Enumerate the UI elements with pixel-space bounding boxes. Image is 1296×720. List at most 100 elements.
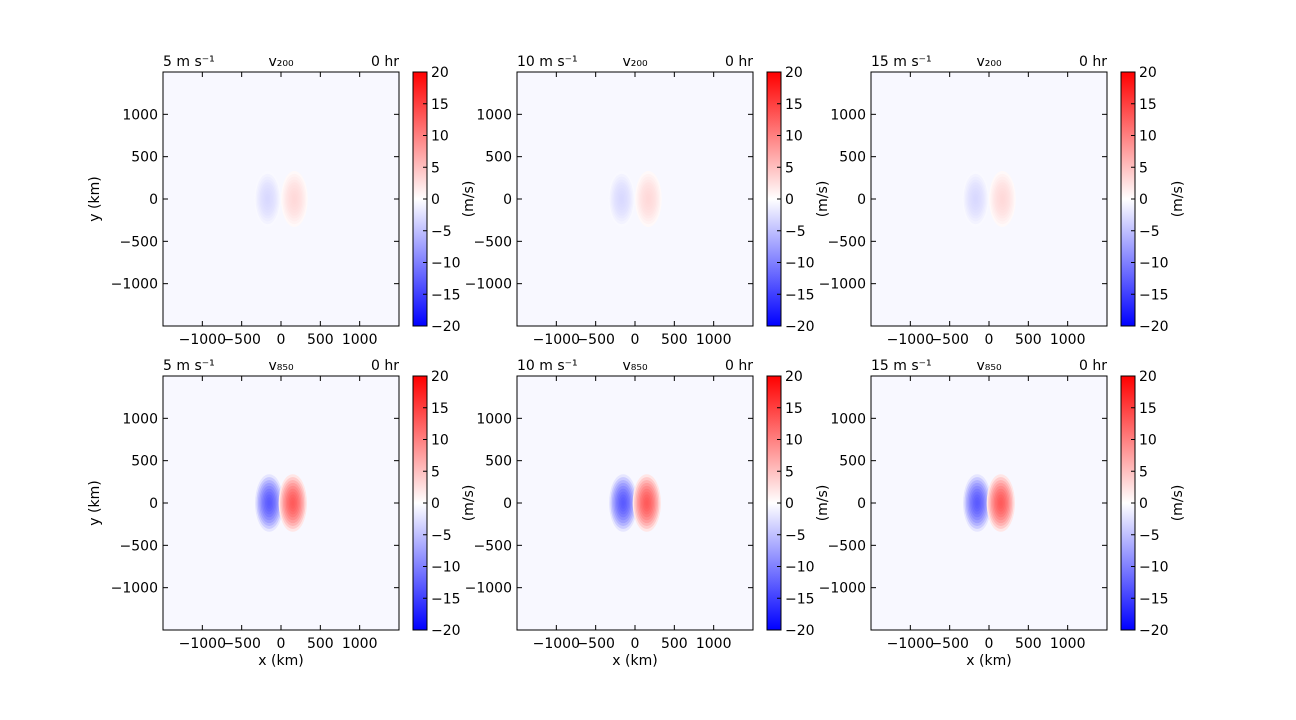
y-tick-label: −500 (474, 538, 512, 554)
contour-level (267, 500, 271, 506)
colorbar-tick-label: −20 (785, 319, 815, 335)
x-tick-label: −500 (930, 332, 968, 348)
y-tick-label: −1000 (465, 581, 512, 597)
panel-title-right: 0 hr (1079, 54, 1107, 70)
panel-title-right: 0 hr (725, 358, 753, 374)
positive-lobe (278, 474, 307, 532)
x-tick-label: 1000 (696, 332, 732, 348)
y-tick-label: 1000 (122, 107, 158, 123)
contour-level (975, 500, 979, 506)
x-tick-label: 1000 (342, 636, 378, 652)
positive-lobe (281, 171, 308, 227)
colorbar: −20 −15 −10 −5 0 5 10 15 20 (766, 65, 815, 335)
colorbar: −20 −15 −10 −5 0 5 10 15 20 (766, 369, 815, 639)
colorbar-tick-label: 15 (785, 401, 803, 417)
y-tick-label: −1000 (819, 581, 866, 597)
y-tick-label: 1000 (476, 107, 512, 123)
x-tick-label: 1000 (696, 636, 732, 652)
panel-title-center: v₈₅₀ (622, 358, 648, 374)
colorbar-tick-label: −10 (785, 560, 815, 576)
contour-level (999, 500, 1003, 506)
x-tick-label: −1000 (887, 332, 934, 348)
colorbar-tick-label: 15 (1139, 401, 1157, 417)
x-tick-label: 0 (985, 636, 994, 652)
colorbar-tick-label: 20 (431, 369, 449, 385)
panel-title-right: 0 hr (1079, 358, 1107, 374)
colorbar-tick-label: 10 (1139, 129, 1157, 145)
colorbar-label: (m/s) (461, 485, 477, 522)
dipole-field (608, 171, 662, 227)
colorbar-tick-label: 20 (785, 369, 803, 385)
x-tick-label: 0 (631, 332, 640, 348)
dipole-field (962, 171, 1016, 227)
dipole-field (254, 171, 308, 227)
colorbar-tick-label: −15 (431, 287, 461, 303)
x-tick-label: 500 (307, 636, 334, 652)
contour-level (620, 196, 623, 202)
colorbar-tick-label: 0 (431, 496, 440, 512)
plot-background (871, 72, 1107, 326)
colorbar-tick-label: −15 (785, 591, 815, 607)
colorbar-tick-label: 5 (785, 464, 794, 480)
y-tick-label: 1000 (830, 107, 866, 123)
x-axis-label: x (km) (966, 653, 1011, 669)
y-tick-label: −500 (828, 234, 866, 250)
x-tick-label: −500 (576, 332, 614, 348)
colorbar-tick-label: 0 (1139, 192, 1148, 208)
negative-lobe (963, 474, 992, 532)
colorbar-tick-label: 10 (431, 129, 449, 145)
colorbar-tick-label: −5 (785, 224, 806, 240)
y-tick-label: 500 (131, 454, 158, 470)
x-tick-label: −1000 (533, 332, 580, 348)
panel-title-left: 10 m s⁻¹ (517, 54, 578, 70)
x-tick-label: −1000 (533, 636, 580, 652)
panel-title-left: 10 m s⁻¹ (517, 358, 578, 374)
colorbar-tick-label: −20 (785, 623, 815, 639)
panel-title-left: 15 m s⁻¹ (871, 358, 932, 374)
colorbar-tick-label: −5 (431, 528, 452, 544)
panel-title-left: 5 m s⁻¹ (163, 358, 215, 374)
x-tick-label: 500 (307, 332, 334, 348)
colorbar: −20 −15 −10 −5 0 5 10 15 20 (412, 369, 461, 639)
x-axis-label: x (km) (258, 653, 303, 669)
panel-title-right: 0 hr (371, 358, 399, 374)
positive-lobe (632, 474, 661, 532)
panel-title-left: 15 m s⁻¹ (871, 54, 932, 70)
negative-lobe (254, 171, 281, 227)
colorbar-tick-label: −20 (1139, 319, 1169, 335)
colorbar-tick-label: 15 (785, 97, 803, 113)
colorbar-tick-label: 10 (785, 433, 803, 449)
colorbar-label: (m/s) (461, 181, 477, 218)
colorbar-tick-label: −15 (431, 591, 461, 607)
colorbar-tick-label: 10 (431, 433, 449, 449)
colorbar-tick-label: 5 (785, 160, 794, 176)
x-tick-label: −1000 (179, 636, 226, 652)
y-axis-label: y (km) (87, 176, 103, 221)
y-tick-label: 500 (485, 454, 512, 470)
panel-title-center: v₂₀₀ (622, 54, 648, 70)
colorbar: −20 −15 −10 −5 0 5 10 15 20 (1120, 65, 1169, 335)
colorbar-tick-label: −20 (431, 319, 461, 335)
panel-title-left: 5 m s⁻¹ (163, 54, 215, 70)
colorbar-tick-label: −5 (431, 224, 452, 240)
panel-title-right: 0 hr (725, 54, 753, 70)
x-tick-label: 500 (661, 332, 688, 348)
y-tick-label: 0 (503, 496, 512, 512)
colorbar-label: (m/s) (1170, 485, 1186, 522)
contour-level (266, 196, 269, 202)
dipole-field (609, 474, 661, 532)
y-tick-label: 500 (131, 150, 158, 166)
y-tick-label: −1000 (111, 581, 158, 597)
y-tick-label: 1000 (830, 411, 866, 427)
colorbar-tick-label: −5 (785, 528, 806, 544)
panel-title-center: v₂₀₀ (976, 54, 1002, 70)
x-tick-label: −1000 (887, 636, 934, 652)
colorbar-tick-label: 10 (1139, 433, 1157, 449)
colorbar-tick-label: 5 (431, 464, 440, 480)
positive-lobe (989, 171, 1016, 227)
dipole-field (963, 474, 1015, 532)
